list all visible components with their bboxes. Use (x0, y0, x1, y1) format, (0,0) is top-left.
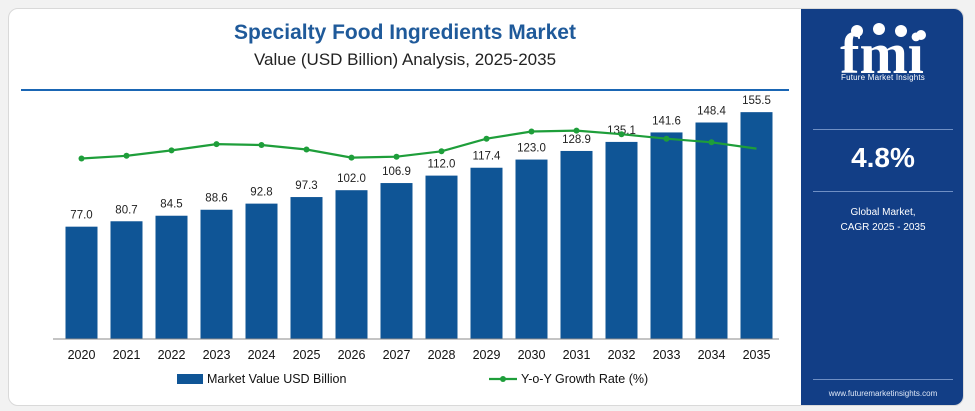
cagr-desc-line2: CAGR 2025 - 2035 (840, 222, 926, 233)
chart-card: Specialty Food Ingredients Market Value … (8, 8, 964, 406)
bar-2026 (335, 190, 368, 339)
legend-swatch-market-value (177, 374, 203, 384)
growth-point-2032 (618, 131, 625, 138)
data-label-2035: 155.5 (742, 95, 771, 107)
bar-2029 (470, 167, 503, 339)
growth-point-2027 (393, 153, 400, 160)
x-tick-2028: 2028 (428, 348, 456, 362)
growth-point-2022 (168, 147, 175, 154)
data-label-2023: 88.6 (205, 193, 227, 205)
bar-2030 (515, 159, 548, 339)
growth-rate-line (81, 129, 757, 160)
x-tick-2033: 2033 (653, 348, 681, 362)
cagr-desc-line1: Global Market, (850, 207, 916, 218)
x-tick-2021: 2021 (113, 348, 141, 362)
bottom-bar-green (9, 405, 207, 406)
bar-2023 (200, 209, 233, 339)
x-tick-2027: 2027 (383, 348, 411, 362)
data-label-2031: 128.9 (562, 134, 591, 146)
fmi-logo: fmi (840, 21, 926, 86)
x-tick-2029: 2029 (473, 348, 501, 362)
bottom-bar-orange (207, 405, 405, 406)
growth-point-2029 (483, 135, 490, 142)
growth-point-2026 (348, 154, 355, 161)
x-tick-2024: 2024 (248, 348, 276, 362)
data-label-2028: 112.0 (428, 159, 456, 171)
x-tick-2020: 2020 (68, 348, 96, 362)
bar-2028 (425, 175, 458, 339)
bar-2031 (560, 150, 593, 339)
chart-panel: Specialty Food Ingredients Market Value … (9, 9, 801, 406)
bottom-bar-red (405, 405, 603, 406)
growth-point-2020 (78, 155, 85, 162)
growth-point-2021 (123, 152, 130, 159)
bar-2033 (650, 132, 683, 339)
data-label-2033: 141.6 (652, 115, 681, 127)
data-label-2021: 80.7 (115, 204, 137, 216)
sidebar: fmi Future Market Insights 4.8% Global M… (801, 9, 963, 405)
chart-subtitle: Value (USD Billion) Analysis, 2025-2035 (253, 50, 557, 69)
cagr-value: 4.8% (851, 142, 915, 173)
bar-2025 (290, 197, 323, 339)
bar-2034 (695, 122, 728, 339)
data-label-2030: 123.0 (517, 143, 546, 155)
growth-point-2031 (573, 127, 580, 134)
growth-point-2025 (303, 146, 310, 153)
data-label-2029: 117.4 (473, 151, 502, 163)
sidebar-divider-bottom (813, 379, 953, 380)
sidebar-divider-mid (813, 191, 953, 192)
chart-svg: 77.0 2020 80.7 2021 84.5 2022 88.6 2023 92.8 2024… (53, 95, 779, 386)
growth-point-2034 (708, 139, 715, 146)
sidebar-divider-top (813, 129, 953, 130)
bottom-bar-purple (603, 405, 801, 406)
growth-point-2028 (438, 148, 445, 155)
bar-2024 (245, 203, 278, 339)
x-tick-2023: 2023 (203, 348, 231, 362)
legend-label-growth-rate: Y-o-Y Growth Rate (%) (521, 372, 648, 386)
data-label-2027: 106.9 (382, 166, 411, 178)
x-tick-2031: 2031 (563, 348, 591, 362)
chart-title: Specialty Food Ingredients Market (234, 21, 576, 44)
data-label-2034: 148.4 (697, 106, 726, 118)
x-tick-2022: 2022 (158, 348, 186, 362)
cagr-description: Global Market, CAGR 2025 - 2035 (801, 205, 963, 235)
growth-point-2023 (213, 141, 220, 148)
legend-swatch-growth-marker (500, 376, 506, 382)
x-tick-2030: 2030 (518, 348, 546, 362)
data-label-2022: 84.5 (160, 199, 182, 211)
data-label-2025: 97.3 (295, 180, 317, 192)
bar-2020 (65, 226, 98, 339)
x-tick-2035: 2035 (743, 348, 771, 362)
legend-label-market-value: Market Value USD Billion (207, 372, 346, 386)
growth-point-2033 (663, 135, 670, 142)
x-tick-2034: 2034 (698, 348, 726, 362)
x-tick-2025: 2025 (293, 348, 321, 362)
data-label-2020: 77.0 (70, 210, 92, 222)
bar-2027 (380, 183, 413, 339)
data-label-2024: 92.8 (250, 187, 272, 199)
title-divider (21, 89, 789, 91)
website-link[interactable]: www.futuremarketinsights.com (828, 389, 938, 398)
x-tick-2032: 2032 (608, 348, 636, 362)
bar-2032 (605, 141, 638, 339)
data-label-2032: 135.1 (607, 125, 636, 137)
x-tick-2026: 2026 (338, 348, 366, 362)
growth-point-2030 (528, 128, 535, 135)
bar-2021 (110, 221, 143, 339)
bar-2035 (740, 112, 773, 339)
bar-2022 (155, 215, 188, 339)
logo-text: Future Market Insights (841, 73, 925, 82)
data-label-2026: 102.0 (337, 173, 366, 185)
growth-point-2024 (258, 142, 265, 148)
